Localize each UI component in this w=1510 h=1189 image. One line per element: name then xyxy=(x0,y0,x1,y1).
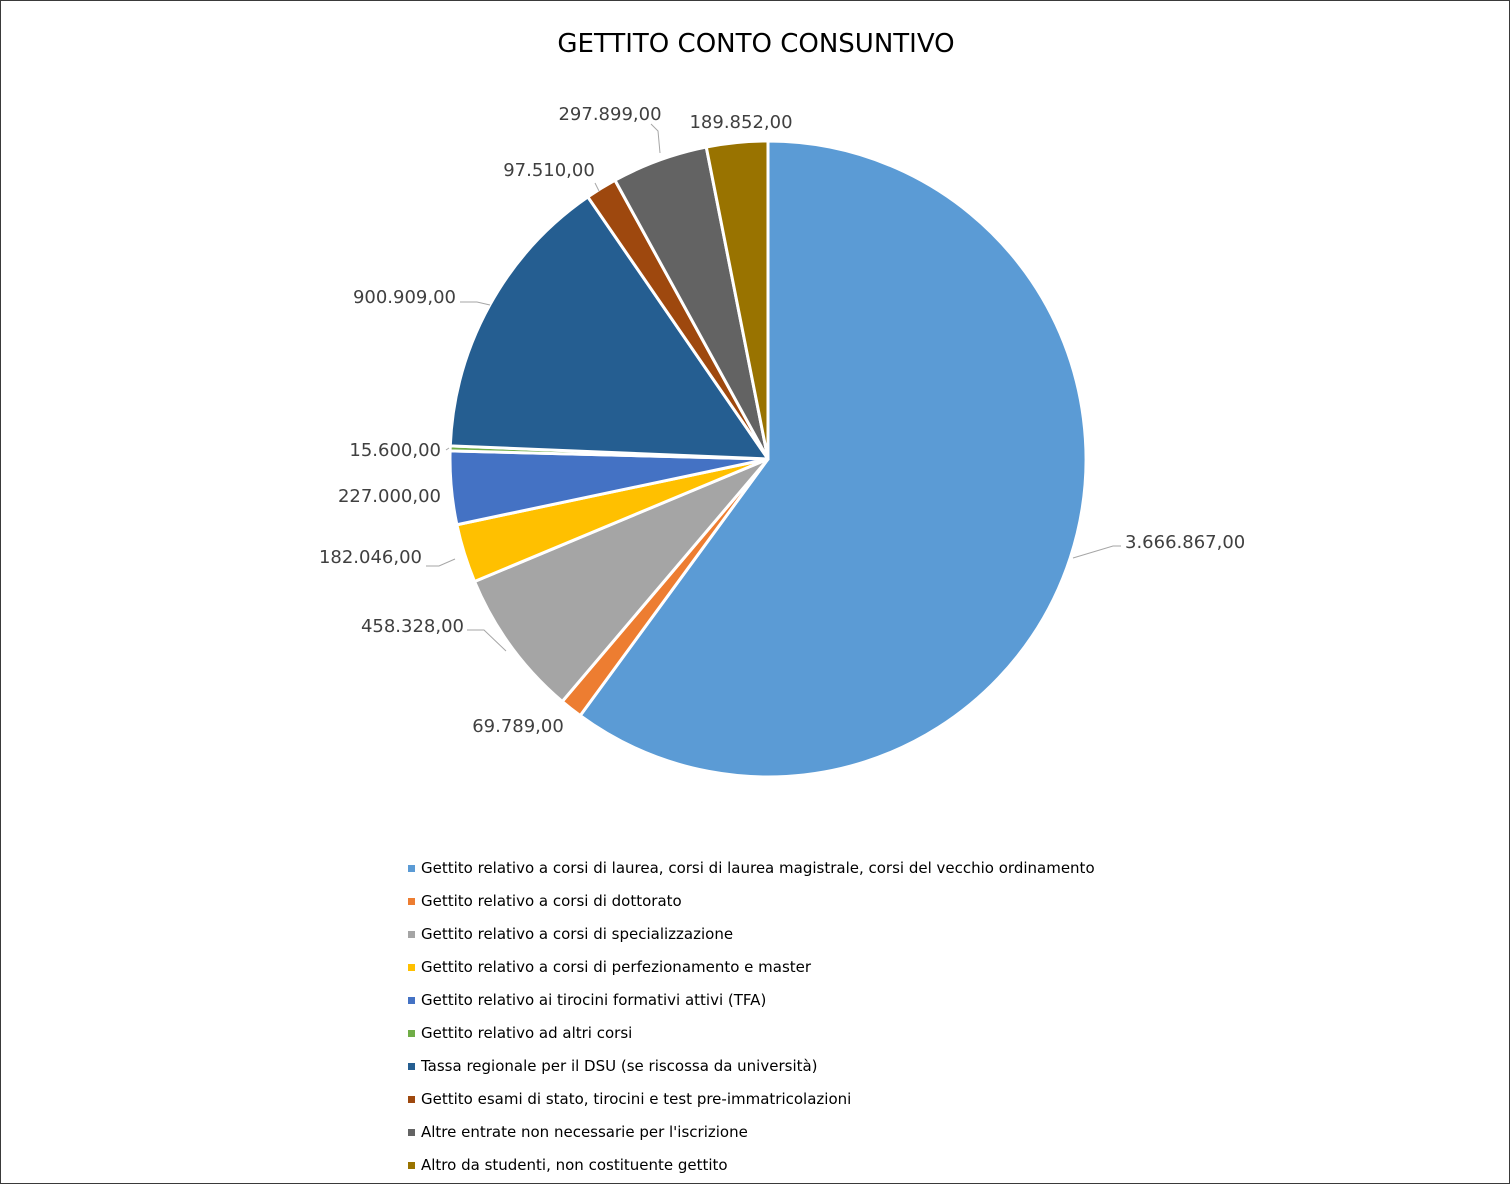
chart-title: GETTITO CONTO CONSUNTIVO xyxy=(557,29,955,59)
data-label-10: 189.852,00 xyxy=(689,112,792,133)
data-label-6: 15.600,00 xyxy=(349,440,441,461)
legend-label-7: Tassa regionale per il DSU (se riscossa … xyxy=(421,1057,818,1075)
legend-swatch-1 xyxy=(408,865,415,872)
data-label-8: 97.510,00 xyxy=(503,160,595,181)
leader-line-3 xyxy=(467,629,507,652)
legend-swatch-10 xyxy=(408,1162,415,1169)
legend-label-5: Gettito relativo ai tirocini formativi a… xyxy=(421,991,767,1009)
legend-label-4: Gettito relativo a corsi di perfezioname… xyxy=(421,958,812,976)
data-label-1: 3.666.867,00 xyxy=(1125,532,1245,553)
legend-item-5: Gettito relativo ai tirocini formativi a… xyxy=(408,991,1095,1024)
legend: Gettito relativo a corsi di laurea, cors… xyxy=(408,859,1095,1189)
pie-slice-1 xyxy=(578,139,1088,779)
legend-item-3: Gettito relativo a corsi di specializzaz… xyxy=(408,925,1095,958)
legend-label-1: Gettito relativo a corsi di laurea, cors… xyxy=(421,859,1095,877)
data-label-9: 297.899,00 xyxy=(558,104,661,125)
legend-label-9: Altre entrate non necessarie per l'iscri… xyxy=(421,1123,748,1141)
data-label-4: 182.046,00 xyxy=(319,547,422,568)
leader-line-8 xyxy=(594,182,600,192)
legend-label-6: Gettito relativo ad altri corsi xyxy=(421,1024,633,1042)
data-label-2: 69.789,00 xyxy=(472,716,564,737)
legend-swatch-7 xyxy=(408,1063,415,1070)
legend-item-7: Tassa regionale per il DSU (se riscossa … xyxy=(408,1057,1095,1090)
legend-item-9: Altre entrate non necessarie per l'iscri… xyxy=(408,1123,1095,1156)
legend-label-2: Gettito relativo a corsi di dottorato xyxy=(421,892,682,910)
data-label-3: 458.328,00 xyxy=(361,616,464,637)
leader-line-1 xyxy=(1072,545,1121,559)
data-label-7: 900.909,00 xyxy=(353,287,456,308)
legend-swatch-4 xyxy=(408,964,415,971)
legend-swatch-3 xyxy=(408,931,415,938)
legend-item-4: Gettito relativo a corsi di perfezioname… xyxy=(408,958,1095,991)
pie-slice-10 xyxy=(704,139,770,461)
leader-line-4 xyxy=(426,558,456,567)
legend-label-10: Altro da studenti, non costituente getti… xyxy=(421,1156,728,1174)
leader-line-6 xyxy=(445,447,450,451)
legend-item-6: Gettito relativo ad altri corsi xyxy=(408,1024,1095,1057)
legend-label-8: Gettito esami di stato, tirocini e test … xyxy=(421,1090,852,1108)
leader-line-9 xyxy=(650,123,661,154)
legend-item-8: Gettito esami di stato, tirocini e test … xyxy=(408,1090,1095,1123)
legend-item-2: Gettito relativo a corsi di dottorato xyxy=(408,892,1095,925)
legend-swatch-2 xyxy=(408,898,415,905)
legend-swatch-8 xyxy=(408,1096,415,1103)
legend-label-3: Gettito relativo a corsi di specializzaz… xyxy=(421,925,734,943)
leader-line-7 xyxy=(460,301,491,306)
legend-swatch-6 xyxy=(408,1030,415,1037)
legend-swatch-9 xyxy=(408,1129,415,1136)
legend-item-10: Altro da studenti, non costituente getti… xyxy=(408,1156,1095,1189)
legend-item-1: Gettito relativo a corsi di laurea, cors… xyxy=(408,859,1095,892)
data-label-5: 227.000,00 xyxy=(338,486,441,507)
pie-slice-3 xyxy=(473,457,770,703)
legend-swatch-5 xyxy=(408,997,415,1004)
